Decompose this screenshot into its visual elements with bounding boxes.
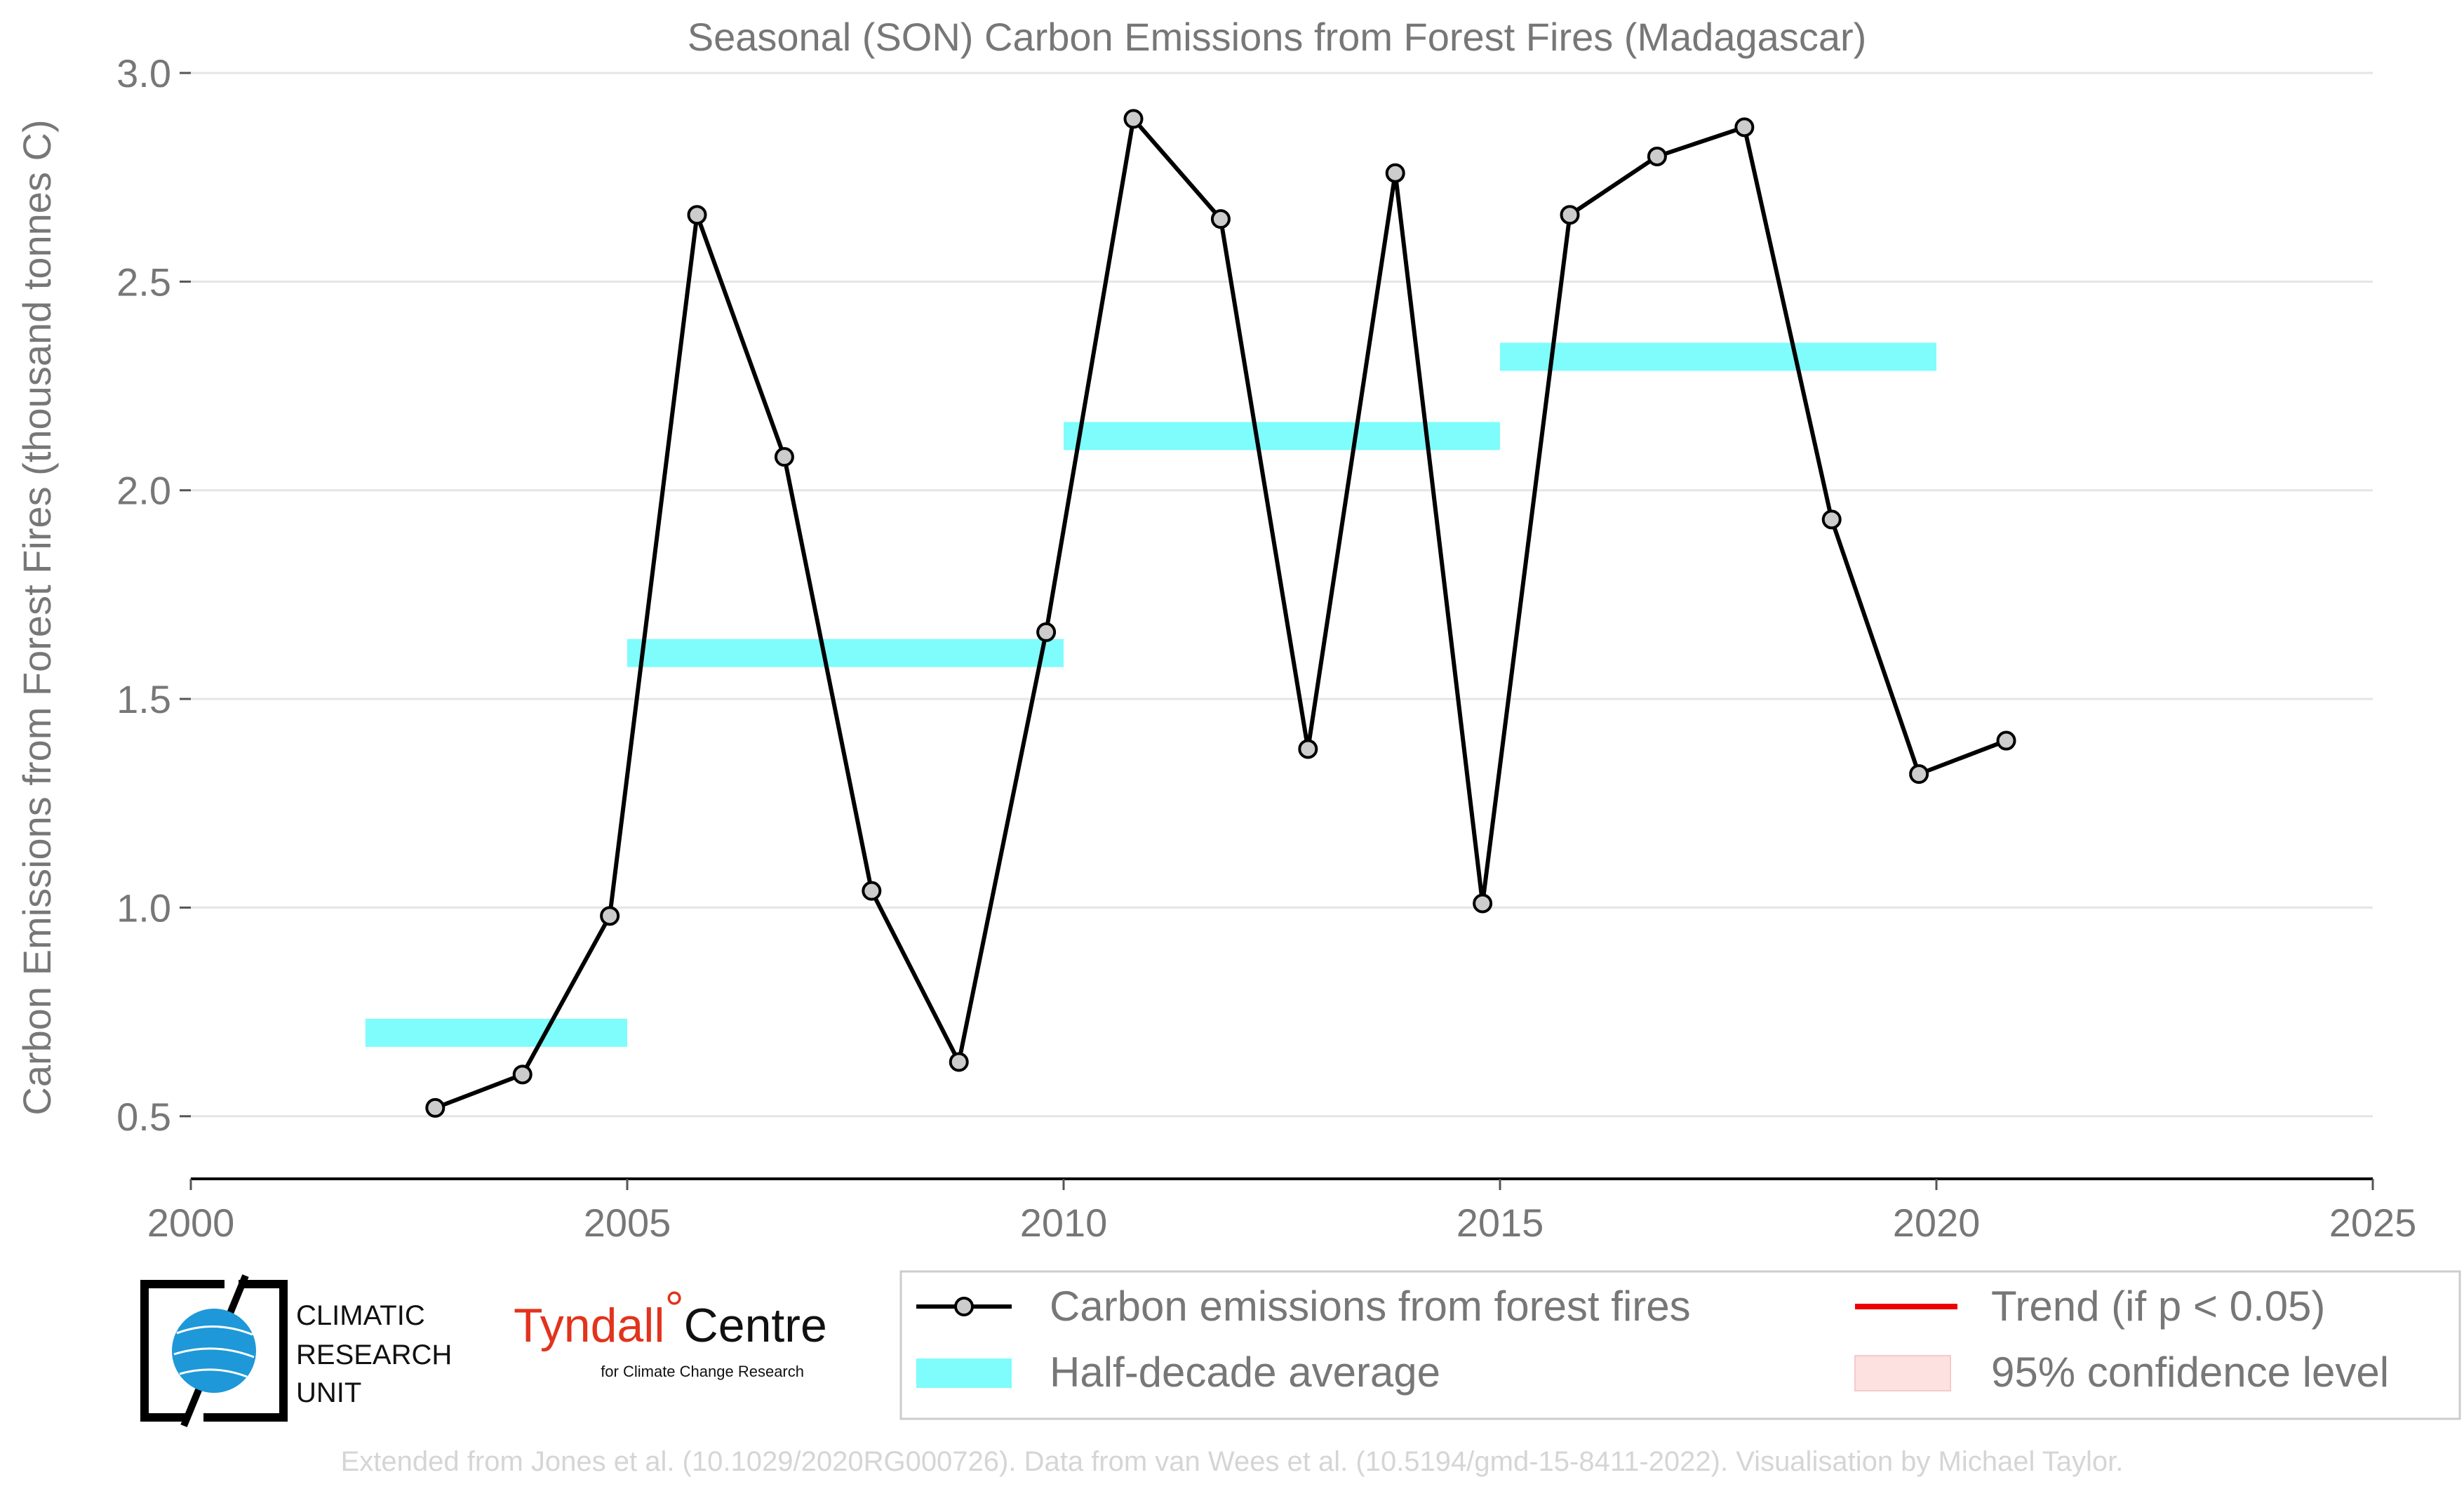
legend: Carbon emissions from forest fires Half-…: [899, 1270, 2461, 1420]
data-point: [1036, 622, 1057, 642]
tyndall-subtitle: for Climate Change Research: [601, 1363, 804, 1380]
y-tick-label: 1.5: [116, 677, 171, 721]
tyndall-name: Tyndall°Centre: [514, 1282, 827, 1352]
x-tick-label: 2000: [147, 1201, 235, 1245]
chart-title: Seasonal (SON) Carbon Emissions from For…: [688, 15, 1867, 59]
data-point: [1996, 730, 2016, 751]
legend-label-average: Half-decade average: [1050, 1349, 1440, 1396]
cru-line-3: UNIT: [296, 1377, 361, 1408]
data-point: [1123, 109, 1144, 129]
y-tick-label: 2.5: [116, 260, 171, 304]
emissions-series: [425, 109, 2016, 1118]
data-point: [774, 447, 794, 467]
legend-label-trend: Trend (if p < 0.05): [1991, 1283, 2325, 1330]
x-tick-label: 2020: [1893, 1201, 1981, 1245]
half-decade-average-bar: [627, 639, 1064, 667]
legend-label-confidence: 95% confidence level: [1991, 1349, 2389, 1396]
y-tick-label: 2.0: [116, 469, 171, 513]
x-tick-label: 2005: [584, 1201, 671, 1245]
emissions-line: [434, 116, 2007, 1110]
legend-band-swatch: [916, 1358, 1012, 1388]
half-decade-averages: [365, 342, 1936, 1047]
data-point: [1909, 764, 1929, 784]
data-point: [862, 881, 882, 901]
legend-marker-swatch: [954, 1297, 974, 1316]
cru-logo: CLIMATIC RESEARCH UNIT: [140, 1274, 452, 1427]
data-point: [512, 1064, 533, 1085]
data-point: [1298, 739, 1318, 759]
half-decade-average-bar: [1500, 342, 1936, 371]
data-point: [1385, 163, 1405, 183]
cru-line-1: CLIMATIC: [296, 1300, 425, 1331]
half-decade-average-bar: [1064, 422, 1500, 450]
axes: 0.5 1.0 1.5 2.0 2.5 3.0 2000 2005 2010 2015 2020 20…: [116, 51, 2416, 1245]
legend-label-emissions: Carbon emissions from forest fires: [1050, 1283, 1691, 1330]
x-tick-label: 2025: [2329, 1201, 2417, 1245]
data-point: [1210, 209, 1231, 229]
half-decade-average-bar: [365, 1018, 627, 1047]
x-tick-label: 2015: [1457, 1201, 1544, 1245]
data-point: [600, 906, 620, 926]
data-point: [425, 1097, 446, 1118]
tyndall-logo: Tyndall°Centre for Climate Change Resear…: [514, 1282, 827, 1380]
data-point: [1734, 117, 1755, 138]
data-point: [1647, 146, 1667, 166]
footer-credit: Extended from Jones et al. (10.1029/2020…: [341, 1446, 2124, 1477]
data-point: [949, 1052, 969, 1072]
legend-confidence-swatch: [1854, 1355, 1951, 1391]
data-point: [1560, 205, 1580, 225]
y-tick-label: 0.5: [116, 1095, 171, 1139]
y-tick-label: 1.0: [116, 886, 171, 930]
legend-box: [899, 1270, 2461, 1420]
cru-line-2: RESEARCH: [296, 1340, 452, 1370]
y-tick-label: 3.0: [116, 51, 171, 95]
data-point: [1821, 509, 1842, 530]
data-point: [687, 205, 707, 225]
y-axis-label: Carbon Emissions from Forest Fires (thou…: [15, 119, 59, 1115]
data-point: [1473, 893, 1493, 914]
x-tick-label: 2010: [1020, 1201, 1108, 1245]
gridlines: [191, 72, 2373, 1118]
